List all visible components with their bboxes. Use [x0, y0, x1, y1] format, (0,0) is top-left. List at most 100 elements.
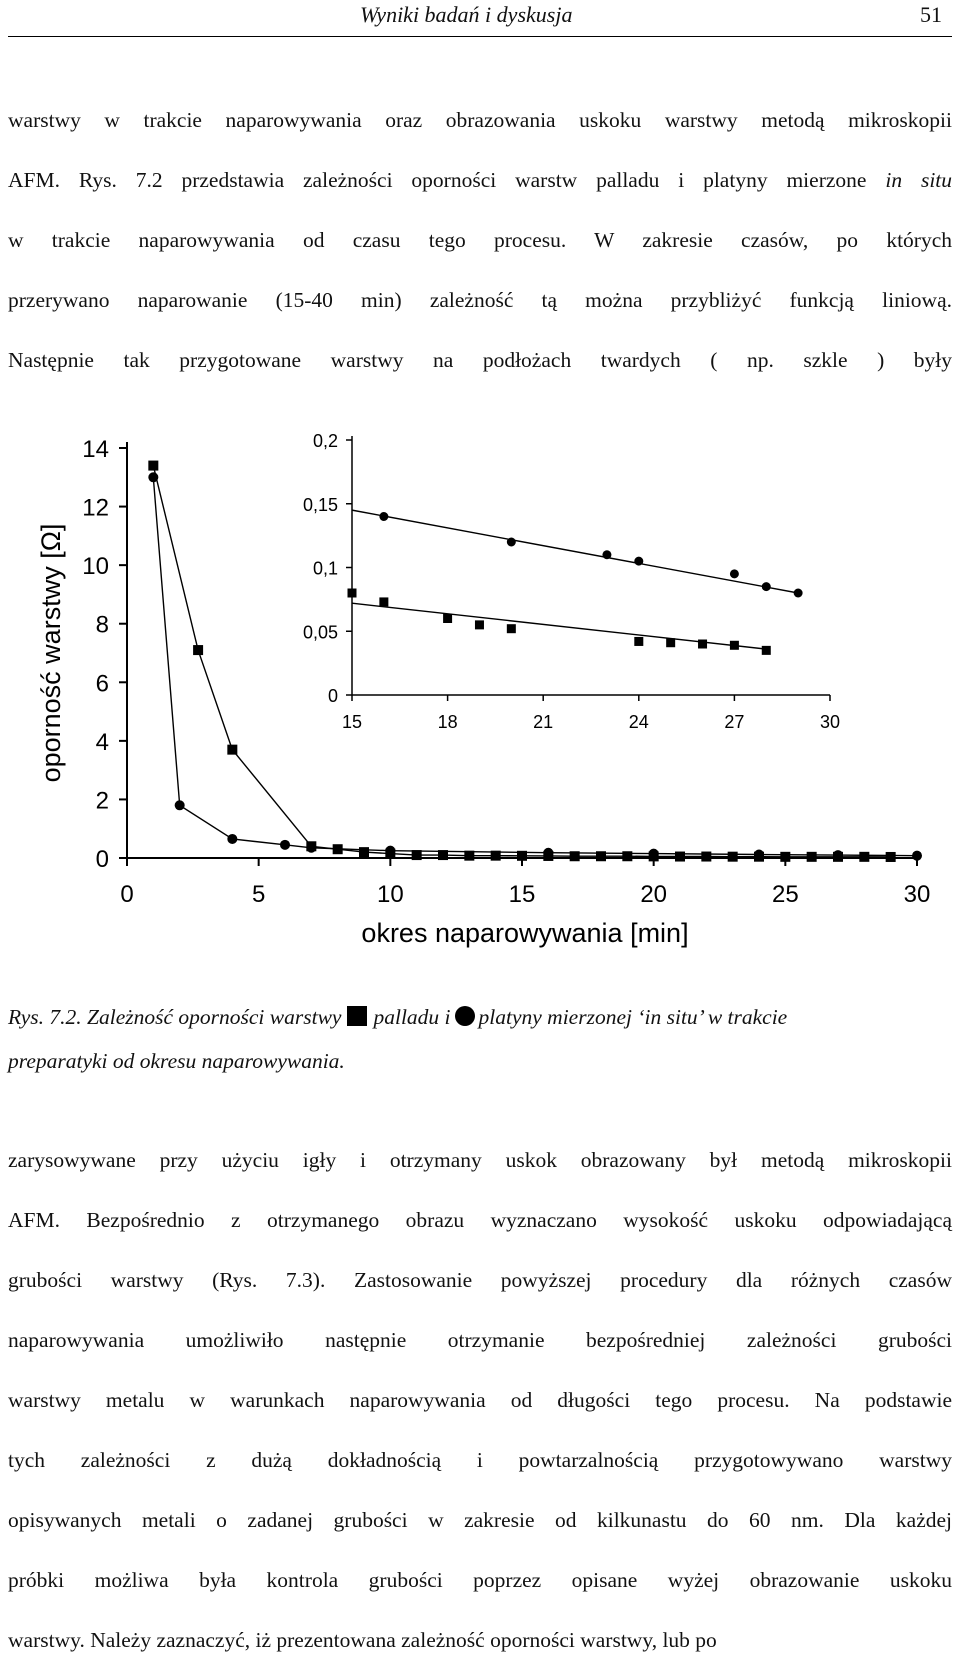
x-tick-label: 15	[509, 881, 536, 908]
circle-point	[761, 582, 771, 592]
circle-point	[912, 850, 922, 861]
text-line: grubości warstwy (Rys. 7.3). Zastosowani…	[8, 1268, 952, 1292]
square-point	[859, 851, 870, 862]
text-line: AFM. Rys. 7.2 przedstawia zależności opo…	[8, 168, 953, 192]
paragraph-bottom: zarysowywane przy użyciu igły i otrzyman…	[8, 1130, 952, 1670]
caption-text: Rys. 7.2. Zależność oporności warstwy	[8, 1005, 342, 1029]
text-line: warstwy. Należy zaznaczyć, iż prezentowa…	[8, 1628, 717, 1652]
square-point	[332, 844, 343, 855]
square-point	[727, 851, 738, 862]
square-point	[438, 850, 448, 861]
inset-x-tick-label: 30	[820, 712, 840, 732]
square-point	[761, 645, 771, 655]
y-tick-label: 2	[96, 787, 109, 814]
inset-y-tick-label: 0,05	[303, 622, 338, 642]
square-marker-icon	[347, 1006, 368, 1026]
y-axis-label: oporność warstwy [Ω]	[36, 524, 66, 783]
square-point	[506, 624, 516, 634]
circle-point	[174, 800, 185, 811]
inset-y-tick-label: 0,1	[313, 559, 338, 579]
inset-x-tick-label: 21	[533, 712, 553, 732]
square-point	[490, 850, 501, 861]
square-point	[347, 588, 357, 598]
y-tick-label: 10	[82, 553, 109, 580]
text-line: w trakcie naparowywania od czasu tego pr…	[8, 228, 952, 252]
circle-point	[148, 472, 159, 483]
paragraph-top: warstwy w trakcie naparowywania oraz obr…	[8, 90, 952, 390]
square-point	[698, 639, 708, 649]
text-line: AFM. Bezpośrednio z otrzymanego obrazu w…	[8, 1208, 952, 1232]
y-tick-label: 0	[96, 846, 109, 873]
y-tick-label: 4	[96, 729, 109, 756]
square-fit-line	[351, 602, 767, 650]
inset-x-tick-label: 27	[724, 712, 744, 732]
circle-fit-line	[351, 509, 799, 594]
circle-point	[306, 842, 317, 853]
text-line: zarysowywane przy użyciu igły i otrzyman…	[8, 1148, 952, 1172]
inset-x-tick-label: 15	[342, 712, 362, 732]
caption-text: preparatyki od okresu naparowywania.	[8, 1049, 345, 1073]
square-point	[227, 744, 238, 755]
x-tick-label: 20	[640, 881, 667, 908]
square-point	[806, 851, 817, 862]
square-point	[193, 645, 204, 656]
x-tick-label: 10	[377, 881, 404, 908]
square-point	[780, 851, 791, 862]
text-line: tych zależności z dużą dokładnością i po…	[8, 1448, 952, 1472]
square-series-curve	[152, 465, 891, 858]
text-line: przerywano naparowanie (15-40 min) zależ…	[8, 288, 952, 312]
square-point	[443, 614, 453, 623]
square-point	[379, 597, 389, 607]
circle-point	[634, 556, 644, 566]
inset-x-tick-label: 18	[438, 712, 458, 732]
x-tick-label: 30	[904, 881, 931, 908]
inset-x-tick-label: 24	[629, 712, 649, 732]
square-point	[148, 460, 159, 471]
circle-marker-icon	[454, 1006, 475, 1026]
square-point	[474, 620, 484, 630]
circle-point	[833, 850, 843, 861]
page-header: Wyniki badań i dyskusja 51	[8, 0, 952, 37]
text-line: próbki możliwa była kontrola grubości po…	[8, 1568, 952, 1592]
square-point	[634, 636, 644, 646]
text-line: warstwy w trakcie naparowywania oraz obr…	[8, 108, 952, 132]
x-tick-label: 0	[120, 881, 133, 908]
caption-text: platyny mierzonej ‘in situ’ w trakcie	[478, 1005, 788, 1029]
circle-point	[729, 569, 739, 579]
circle-point	[227, 833, 238, 844]
square-point	[569, 851, 580, 862]
text-line: naparowywania umożliwiło następnie otrzy…	[8, 1328, 952, 1352]
square-point	[675, 851, 685, 862]
inset-y-tick-label: 0,15	[303, 495, 338, 515]
y-tick-label: 6	[96, 670, 109, 697]
square-point	[885, 851, 896, 862]
italic-term: in situ	[885, 168, 953, 192]
square-point	[464, 850, 475, 861]
y-tick-label: 8	[96, 612, 109, 639]
page-number: 51	[920, 2, 942, 27]
circle-point	[754, 849, 764, 860]
x-axis-label: okres naparowywania [min]	[361, 918, 688, 948]
running-title: Wyniki badań i dyskusja	[360, 2, 573, 27]
square-point	[729, 640, 739, 650]
square-point	[359, 847, 369, 858]
x-tick-label: 5	[252, 881, 265, 908]
y-tick-label: 12	[82, 495, 109, 522]
text-line: warstwy metalu w warunkach naparowywania…	[8, 1388, 952, 1412]
circle-series-curve	[152, 477, 918, 857]
circle-point	[648, 848, 659, 859]
circle-point	[379, 512, 389, 521]
inset-y-tick-label: 0	[328, 686, 338, 706]
inset-y-tick-label: 0,2	[313, 431, 338, 451]
inset-chart: 0 0,05 0,1 0,15 0,2 15 18 21 24 27 30	[303, 431, 840, 732]
circle-point	[385, 845, 396, 856]
circle-point	[793, 588, 803, 598]
square-point	[701, 851, 712, 862]
square-point	[596, 851, 606, 862]
circle-point	[543, 847, 554, 858]
square-point	[411, 850, 422, 861]
caption-text: palladu i	[373, 1005, 451, 1029]
text-line: Następnie tak przygotowane warstwy na po…	[8, 348, 952, 372]
